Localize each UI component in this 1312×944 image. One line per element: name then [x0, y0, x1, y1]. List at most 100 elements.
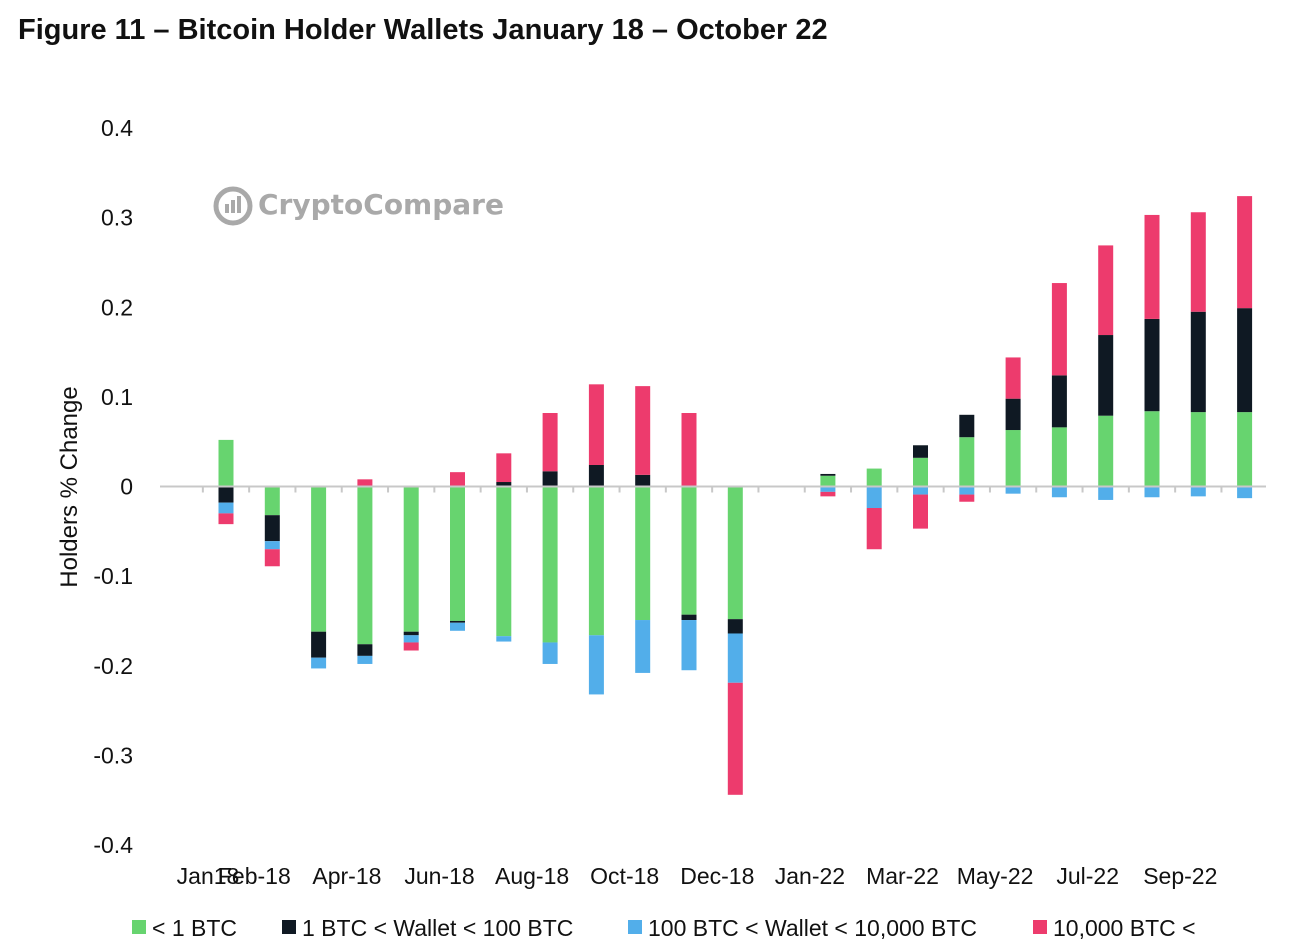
bar-segment	[1005, 486, 1021, 494]
bar-segment	[1098, 245, 1114, 336]
bar-segment	[450, 486, 465, 621]
bar-segment	[681, 413, 697, 487]
bar-segment	[1144, 214, 1160, 319]
y-tick-label: 0.4	[101, 115, 133, 141]
bar-segment	[1237, 486, 1253, 499]
bar-segment	[218, 502, 234, 514]
bar-segment	[357, 479, 373, 487]
cryptocompare-logo-icon	[213, 186, 253, 226]
bar-segment	[403, 635, 419, 643]
bar-segment	[1237, 308, 1253, 413]
bar-segment	[681, 614, 697, 621]
bar-segment	[542, 486, 558, 643]
bar-segment	[403, 642, 419, 651]
bar-segment	[496, 636, 512, 642]
bar-segment	[820, 491, 836, 497]
bar-segment	[588, 384, 604, 465]
bar-segment	[1005, 430, 1021, 487]
bar-segment	[1144, 486, 1160, 498]
bar-segment	[820, 475, 836, 487]
y-tick-label: 0.3	[101, 205, 133, 231]
bar-segment	[450, 472, 465, 487]
bar-segment	[218, 513, 234, 525]
legend-swatch	[282, 920, 296, 934]
bar-segment	[1098, 486, 1114, 500]
bar-segment	[866, 486, 882, 509]
bar-segment	[1190, 486, 1206, 497]
bar-segment	[496, 453, 512, 483]
bar-segment	[264, 486, 280, 516]
bar-segment	[264, 515, 280, 542]
bar-segment	[959, 486, 975, 495]
x-tick-label: Jan-22	[775, 863, 845, 889]
y-tick-label: 0.2	[101, 294, 133, 320]
bar-segment	[959, 414, 975, 438]
y-axis-title: Holders % Change	[56, 386, 83, 587]
bar-segment	[635, 386, 651, 475]
bar-segment	[264, 541, 280, 550]
y-tick-label: -0.4	[93, 832, 133, 858]
bar-segment	[218, 439, 234, 487]
x-tick-label: Jun-18	[404, 863, 474, 889]
bar-segment	[542, 413, 558, 472]
bar-segment	[866, 468, 882, 487]
y-tick-label: 0.1	[101, 384, 133, 410]
x-tick-label: Feb-18	[218, 863, 291, 889]
bar-segment	[264, 549, 280, 567]
bar-segment	[820, 486, 836, 492]
x-tick-label: Apr-18	[312, 863, 381, 889]
bar-segment	[959, 494, 975, 502]
bar-segment	[588, 464, 604, 487]
bar-segment	[1190, 311, 1206, 413]
bar-segment	[913, 486, 928, 495]
y-tick-label: -0.2	[93, 653, 133, 679]
x-tick-label: Mar-22	[866, 863, 939, 889]
bar-segment	[913, 445, 928, 458]
bar-segment	[496, 486, 512, 637]
legend-swatch	[628, 920, 642, 934]
x-tick-label: Dec-18	[680, 863, 754, 889]
legend-label: < 1 BTC	[152, 915, 237, 941]
bar-segment	[913, 494, 928, 529]
watermark-text: CryptoCompare	[258, 188, 504, 221]
bar-segment	[357, 655, 373, 664]
bar-segment	[450, 622, 465, 631]
cryptocompare-watermark: CryptoCompare	[213, 186, 504, 226]
bar-segment	[635, 474, 651, 487]
bar-segment	[1144, 411, 1160, 487]
bar-segment	[357, 486, 373, 645]
bar-segment	[218, 486, 234, 503]
bar-segment	[1051, 283, 1067, 376]
bar-segment	[311, 657, 327, 669]
figure-title: Figure 11 – Bitcoin Holder Wallets Janua…	[18, 14, 828, 46]
bar-segment	[588, 635, 604, 695]
bar-segment	[1005, 357, 1021, 399]
bar-segment	[1051, 375, 1067, 428]
bar-segment	[1237, 196, 1253, 309]
legend-label: 1 BTC < Wallet < 100 BTC	[302, 915, 573, 941]
bar-segment	[542, 642, 558, 664]
y-tick-label: -0.1	[93, 563, 133, 589]
bar-segment	[727, 682, 743, 795]
bar-segment	[1051, 486, 1067, 498]
bar-segment	[542, 471, 558, 487]
bar-segment	[1098, 415, 1114, 487]
bar-segment	[357, 644, 373, 656]
bar-segment	[959, 437, 975, 487]
bar-segment	[866, 508, 882, 550]
x-tick-label: Jul-22	[1056, 863, 1119, 889]
bar-segment	[311, 631, 327, 658]
legend-swatch	[1033, 920, 1047, 934]
bar-segment	[635, 620, 651, 673]
legend-swatch	[132, 920, 146, 934]
y-tick-label: -0.3	[93, 742, 133, 768]
x-tick-label: Sep-22	[1143, 863, 1217, 889]
bar-segment	[727, 619, 743, 634]
bar-segment	[496, 482, 512, 487]
bar-segment	[681, 486, 697, 615]
bar-segment	[588, 486, 604, 636]
x-tick-label: Aug-18	[495, 863, 569, 889]
bar-segment	[635, 486, 651, 621]
bar-segment	[1051, 427, 1067, 487]
